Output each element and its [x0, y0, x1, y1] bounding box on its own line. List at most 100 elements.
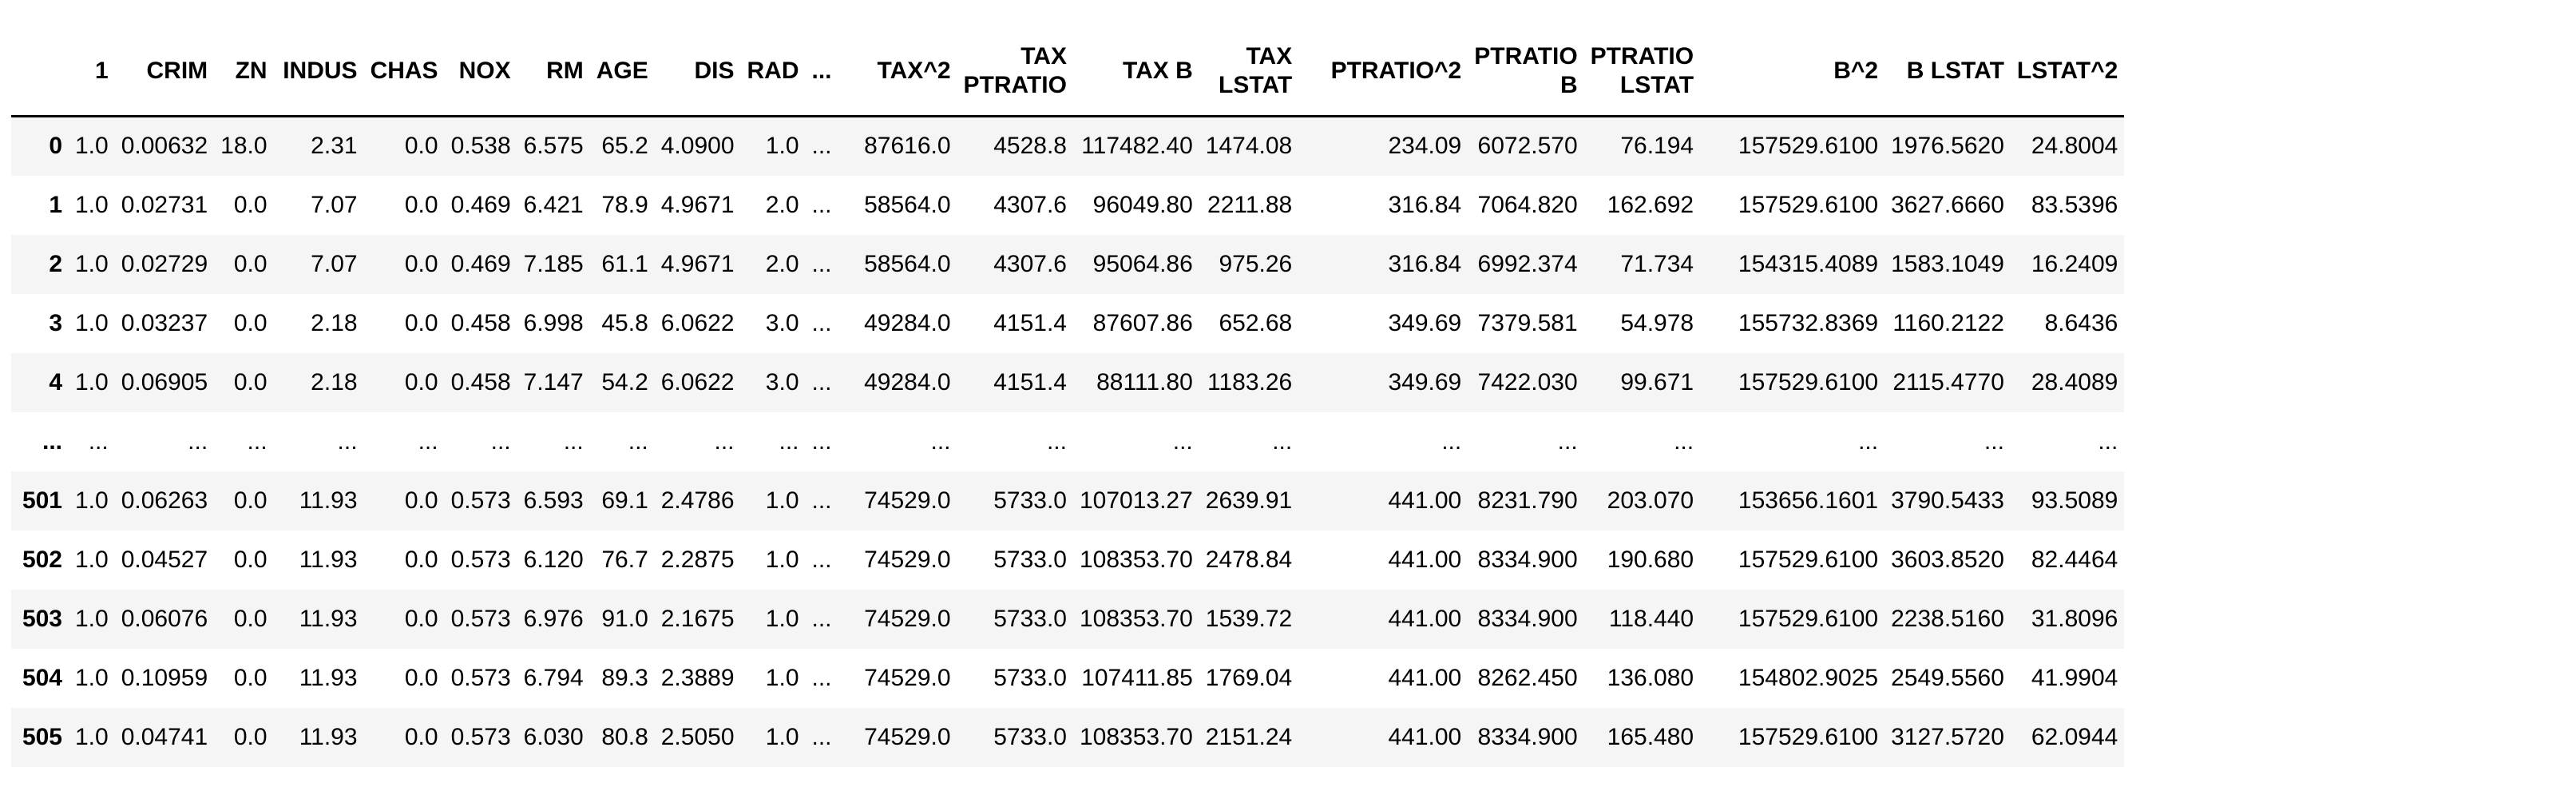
table-cell: 0.0	[233, 546, 268, 573]
table-cell: 0.04741	[121, 723, 208, 750]
table-cell: ...	[811, 191, 832, 218]
table-cell: ...	[1984, 427, 2004, 455]
table-cell: 0.0	[404, 664, 438, 691]
table-cell: 203.070	[1607, 487, 1694, 514]
table-cell: 65.2	[601, 133, 648, 160]
row-index: 501	[22, 487, 62, 514]
table-cell: ...	[1272, 427, 1293, 455]
table-cell: 2.0	[765, 191, 799, 218]
table-cell: 8334.900	[1477, 546, 1578, 573]
table-cell: ...	[337, 427, 358, 455]
table-cell: 2211.88	[1207, 191, 1293, 218]
table-cell: 74529.0	[864, 664, 951, 691]
table-row: 505 1.0 0.04741 0.0 11.93 0.0 0.573 6.030 80.8 2.…	[11, 707, 2125, 767]
table-cell: 11.93	[299, 605, 358, 632]
table-cell: 108353.70	[1079, 546, 1193, 573]
table-cell: ...	[811, 487, 832, 514]
table-cell: 4307.6	[993, 250, 1067, 277]
table-cell: 0.0	[404, 368, 438, 395]
table-cell: 7422.030	[1477, 368, 1578, 395]
table-cell: 7.07	[311, 191, 358, 218]
table-cell: 4307.6	[993, 191, 1067, 218]
column-header-tax-lstat: TAX LSTAT	[1199, 27, 1299, 117]
table-cell: ...	[418, 427, 438, 455]
row-index: 502	[22, 546, 62, 573]
table-row: ........................................…	[11, 412, 2124, 471]
table-cell: 2238.5160	[1891, 605, 2004, 632]
table-cell: 0.0	[233, 487, 268, 514]
table-cell: 157529.6100	[1738, 546, 1879, 573]
table-row: 1 1.0 0.02731 0.0 7.07 0.0 0.469 6.421 78.9 4.967…	[11, 176, 2124, 235]
table-cell: 1183.26	[1207, 368, 1293, 395]
table-cell: 5733.0	[993, 487, 1067, 514]
table-cell: 82.4464	[2031, 546, 2118, 573]
table-cell: 1.0	[75, 368, 109, 395]
table-cell: 7.07	[311, 250, 358, 277]
table-cell: 3127.5720	[1891, 723, 2004, 750]
table-cell: 316.84	[1388, 250, 1462, 277]
table-cell: 7379.581	[1477, 309, 1578, 336]
table-cell: 0.573	[450, 723, 511, 750]
table-cell: 1.0	[75, 723, 109, 750]
table-cell: 96049.80	[1092, 191, 1193, 218]
table-cell: 1539.72	[1205, 605, 1293, 632]
table-cell: ...	[811, 133, 832, 160]
row-index: ...	[42, 427, 62, 455]
table-cell: 107013.27	[1079, 487, 1193, 514]
row-index: 0	[49, 133, 62, 160]
table-cell: 7064.820	[1477, 191, 1578, 218]
table-cell: ...	[811, 427, 832, 455]
table-cell: 349.69	[1388, 309, 1462, 336]
table-cell: 1.0	[75, 487, 109, 514]
table-cell: 61.1	[601, 250, 648, 277]
table-cell: 162.692	[1607, 191, 1694, 218]
table-cell: 118.440	[1608, 605, 1694, 632]
table-cell: 6.593	[523, 487, 584, 514]
row-index: 1	[49, 191, 62, 218]
table-row: 4 1.0 0.06905 0.0 2.18 0.0 0.458 7.147 54.2 6.062…	[11, 352, 2125, 412]
table-header: 1 CRIM ZN INDUS CHAS NOX RM AGE DIS RAD... TAX^2 TA…	[11, 27, 2125, 117]
table-cell: ...	[628, 427, 648, 455]
table-cell: 0.0	[404, 723, 438, 750]
table-cell: 441.00	[1388, 546, 1462, 573]
column-header-ptratio-b: PTRATIO B	[1468, 27, 1584, 117]
column-header-1: 1	[69, 27, 115, 117]
table-cell: 117482.40	[1081, 133, 1193, 160]
table-cell: 0.0	[233, 664, 268, 691]
row-index: 503	[22, 605, 62, 632]
table-cell: 0.0	[233, 368, 268, 395]
table-cell: 441.00	[1388, 487, 1462, 514]
table-cell: 99.671	[1620, 368, 1694, 395]
table-cell: 0.458	[450, 309, 511, 336]
table-cell: 24.8004	[2031, 133, 2118, 160]
table-cell: 7.185	[523, 250, 584, 277]
table-cell: 3603.8520	[1891, 546, 2004, 573]
table-cell: ...	[1858, 427, 1879, 455]
table-cell: 5733.0	[993, 664, 1067, 691]
table-cell: 6.0622	[660, 368, 735, 395]
table-cell: 18.0	[220, 133, 268, 160]
table-cell: 2.18	[311, 368, 358, 395]
table-row: 504 1.0 0.10959 0.0 11.93 0.0 0.573 6.794 89.3 2.…	[11, 649, 2124, 708]
table-cell: 2.4786	[660, 487, 735, 514]
table-cell: 0.0	[233, 723, 268, 750]
table-cell: 41.9904	[2031, 664, 2118, 691]
table-cell: 0.06076	[121, 605, 208, 632]
table-cell: 1.0	[765, 546, 799, 573]
table-cell: 0.0	[233, 191, 268, 218]
table-cell: ...	[1441, 427, 1462, 455]
table-cell: 87616.0	[864, 133, 951, 160]
table-cell: 4151.4	[993, 368, 1067, 395]
table-cell: 62.0944	[2031, 723, 2118, 750]
table-cell: 1583.1049	[1891, 250, 2004, 277]
table-cell: 8.6436	[2044, 309, 2118, 336]
table-cell: 2.2875	[660, 546, 735, 573]
table-cell: 441.00	[1388, 664, 1462, 691]
table-cell: 7.147	[523, 368, 584, 395]
table-cell: ...	[811, 546, 832, 573]
table-cell: 0.0	[404, 309, 438, 336]
table-cell: ...	[811, 605, 832, 632]
column-header-indus: INDUS	[273, 27, 364, 117]
table-cell: 3627.6660	[1891, 191, 2004, 218]
column-header-age: AGE	[589, 27, 655, 117]
